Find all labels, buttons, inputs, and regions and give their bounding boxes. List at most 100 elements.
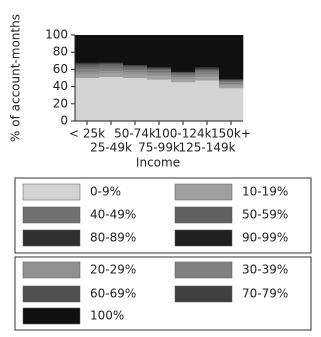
bar-segment <box>219 81 244 83</box>
bar-segment <box>195 69 220 71</box>
y-tick-label: 40 <box>53 79 68 93</box>
bar-segment <box>75 74 100 78</box>
legend-swatch <box>174 206 233 224</box>
bar-segment <box>171 71 196 73</box>
legend-swatch <box>174 261 233 279</box>
bar-segment <box>147 71 172 74</box>
bar-segment <box>75 64 100 66</box>
legend-label: 70-79% <box>242 287 288 301</box>
x-tick-label: 50-74k <box>114 127 156 141</box>
y-tick-label: 20 <box>53 96 68 110</box>
bar-segment <box>195 68 220 70</box>
bar-segment <box>147 79 172 121</box>
legend-swatch <box>22 229 81 247</box>
bar-segment <box>75 67 100 70</box>
bar-segment <box>219 84 244 86</box>
bar-segment <box>75 78 100 121</box>
x-tick-label: 150k+ <box>211 127 251 141</box>
bar-segment <box>219 85 244 89</box>
legend-swatch <box>22 206 81 224</box>
bar-segment <box>171 73 196 75</box>
legend-swatch <box>22 261 81 279</box>
bar-segment <box>99 71 124 74</box>
bar-segment <box>171 77 196 80</box>
bar-segment <box>123 35 148 66</box>
bar-segment <box>171 82 196 121</box>
y-tick-label: 100 <box>45 28 68 42</box>
bar-segment <box>219 79 244 81</box>
bar-segment <box>99 35 124 63</box>
bar-segment <box>171 79 196 83</box>
legend-label: 100% <box>90 309 124 323</box>
legend-swatch <box>174 285 233 303</box>
legend-label: 60-69% <box>90 287 136 301</box>
y-tick-label: 60 <box>53 62 68 76</box>
bar-segment <box>195 35 220 68</box>
x-tick-label: 25-49k <box>90 141 132 155</box>
bar-segment <box>195 77 220 81</box>
bar-segment <box>147 70 172 72</box>
bar-segment <box>99 77 124 121</box>
bar-segment <box>195 70 220 72</box>
bar-segment <box>123 68 148 71</box>
y-tick-label: 80 <box>53 45 68 59</box>
legend-label: 20-29% <box>90 263 136 277</box>
bar-segment <box>75 35 100 63</box>
x-tick-label: 100-124k <box>154 127 211 141</box>
bar-segment <box>123 65 148 66</box>
bar-segment <box>195 71 220 73</box>
bar-segment <box>219 35 244 80</box>
bar-segment <box>99 66 124 69</box>
y-axis-label: % of account-months <box>9 14 23 142</box>
y-tick-label: 0 <box>60 114 68 128</box>
x-tick-label: 125-149k <box>178 141 235 155</box>
bar-segment <box>147 35 172 68</box>
bar-segment <box>147 68 172 70</box>
legend-swatch <box>22 285 81 303</box>
legend-swatch <box>174 229 233 247</box>
bar-segment <box>99 64 124 66</box>
bar-segment <box>171 35 196 72</box>
legend-label: 80-89% <box>90 231 136 245</box>
bar-segment <box>171 75 196 78</box>
bar-segment <box>123 74 148 78</box>
bar-segment <box>75 71 100 75</box>
bar-segment <box>75 65 100 66</box>
bar-segment <box>219 88 244 121</box>
legend-swatch <box>22 183 81 201</box>
bar-segment <box>123 66 148 68</box>
x-tick-label: < 25k <box>69 127 105 141</box>
legend-box <box>14 177 312 254</box>
bar-segment <box>99 65 124 67</box>
bar-segment <box>195 72 220 75</box>
bar-segment <box>123 78 148 121</box>
bar-segment <box>147 76 172 80</box>
legend-swatch <box>22 307 81 325</box>
bar-segment <box>219 82 244 85</box>
bar-segment <box>219 80 244 82</box>
bar-segment <box>195 80 220 121</box>
bar-segment <box>99 63 124 65</box>
bar-segment <box>99 73 124 78</box>
legend-label: 90-99% <box>242 231 288 245</box>
x-axis-label: Income <box>136 156 180 170</box>
legend-label: 50-59% <box>242 208 288 222</box>
x-tick-label: 75-99k <box>138 141 180 155</box>
bar-segment <box>195 67 220 69</box>
legend-label: 30-39% <box>242 263 288 277</box>
bar-segment <box>147 67 172 69</box>
bar-segment <box>171 74 196 76</box>
bar-segment <box>75 69 100 72</box>
bar-segment <box>75 62 100 64</box>
legend-box <box>14 256 312 331</box>
bar-segment <box>195 74 220 78</box>
legend-label: 40-49% <box>90 208 136 222</box>
bar-segment <box>147 73 172 77</box>
legend-label: 0-9% <box>90 185 121 199</box>
bar-segment <box>171 72 196 74</box>
bar-segment <box>147 69 172 71</box>
bar-segment <box>75 63 100 65</box>
bar-segment <box>123 71 148 75</box>
bar-segment <box>123 65 148 67</box>
